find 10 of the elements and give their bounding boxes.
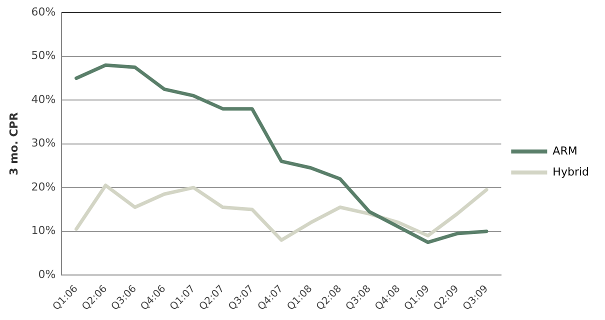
y-axis-title: 3 mo. CPR [7, 112, 20, 176]
y-tick-label: 20% [31, 180, 56, 194]
y-tick-label: 60% [31, 5, 56, 18]
legend-label: ARM [552, 144, 578, 158]
y-tick-label: 0% [38, 268, 56, 281]
y-tick-label: 50% [31, 49, 56, 62]
y-tick-label: 40% [31, 92, 56, 106]
y-tick-label: 10% [31, 224, 56, 238]
legend-label: Hybrid [552, 165, 590, 178]
y-tick-label: 30% [31, 136, 56, 150]
